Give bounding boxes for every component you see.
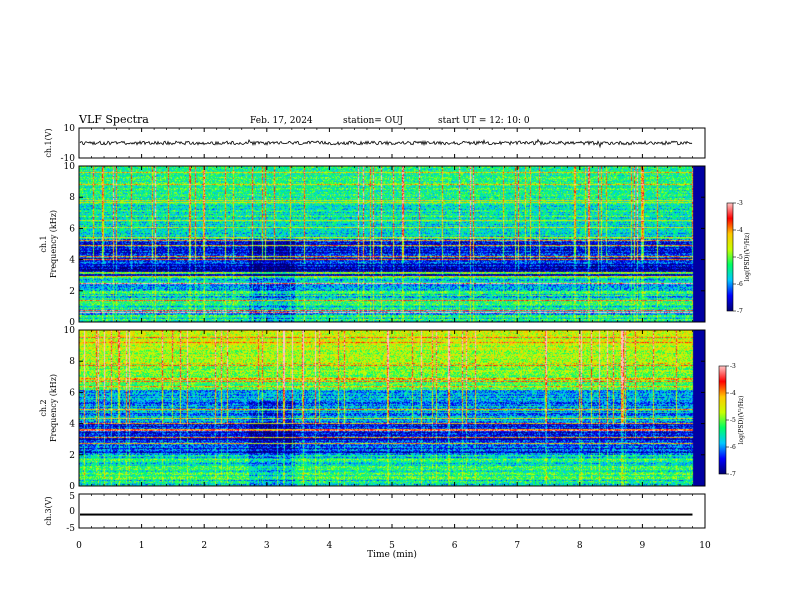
- ch1-ytick-top: 10: [64, 124, 76, 134]
- y-tick-label: 2: [69, 451, 75, 461]
- spectrogram-ch2-panel: 0 2 4 6 8 10 ch.2 Frequency (kHz): [39, 326, 706, 492]
- ch3-ytick-mid: 0: [69, 507, 75, 517]
- waveform-ch3-frame: [78, 493, 706, 529]
- ch3-ytick-top: 5: [69, 492, 75, 502]
- colorbar-tick-label: -6: [730, 444, 736, 451]
- waveform-ch3-panel: 5 0 -5 ch.3(V): [44, 492, 706, 534]
- x-tick-label: 6: [452, 541, 458, 551]
- y-tick-label: 6: [69, 388, 75, 398]
- x-tick-label: 1: [139, 541, 145, 551]
- y-tick-label: 8: [69, 193, 75, 203]
- x-tick-label: 8: [577, 541, 583, 551]
- colorbar-tick-label: -7: [737, 308, 743, 315]
- colorbar-tick-label: -4: [737, 227, 743, 234]
- spectrogram-ch2-image: [79, 330, 705, 486]
- colorbar-tick-label: -7: [730, 471, 736, 478]
- ch2-spectrogram-ylabel: Frequency (kHz): [49, 374, 58, 442]
- y-tick-label: 2: [69, 287, 75, 297]
- colorbar-tick-label: -5: [737, 254, 743, 261]
- x-tick-label: 4: [327, 541, 333, 551]
- start-time-label: start UT = 12: 10: 0: [438, 116, 530, 126]
- y-tick-label: 10: [64, 326, 76, 336]
- y-tick-label: 6: [69, 224, 75, 234]
- colorbar-tick-label: -3: [737, 200, 743, 207]
- ch1-spectrogram-channel-label: ch.1: [39, 235, 48, 252]
- colorbar-ch2-gradient: [719, 366, 726, 474]
- colorbar-tick-label: -6: [737, 281, 743, 288]
- ch3-waveform-ylabel: ch.3(V): [44, 496, 53, 525]
- y-tick-label: 0: [69, 482, 75, 492]
- y-tick-label: 4: [69, 420, 75, 430]
- waveform-ch3-trace: [80, 513, 693, 516]
- y-tick-label: 4: [69, 256, 75, 266]
- x-axis-label: Time (min): [367, 549, 417, 560]
- ch1-waveform-ylabel: ch.1(V): [44, 128, 53, 157]
- y-tick-label: 8: [69, 357, 75, 367]
- spectrogram-ch1-image: [79, 166, 705, 322]
- colorbar-tick-label: -3: [730, 363, 736, 370]
- x-tick-label: 7: [514, 541, 520, 551]
- colorbar-ch2-label: log(PSD)(V²/Hz): [738, 396, 745, 445]
- date-label: Feb. 17, 2024: [250, 116, 313, 126]
- spectrogram-ch1-panel: 0 2 4 6 8 10 ch.1 Frequency (kHz): [39, 162, 706, 328]
- ch1-ytick-bottom: -10: [61, 154, 76, 164]
- x-tick-label: 5: [389, 541, 395, 551]
- colorbar-ch1-label: log(PSD)(V²/Hz): [744, 233, 751, 282]
- station-label: station= OUJ: [343, 116, 403, 126]
- colorbar-ch2: -3 -4 -5 -6 -7 log(PSD)(V²/Hz): [718, 363, 745, 478]
- ch1-spectrogram-ylabel: Frequency (kHz): [49, 210, 58, 278]
- colorbar-tick-label: -5: [730, 417, 736, 424]
- colorbar-ch1-gradient: [727, 203, 733, 311]
- y-tick-label: 0: [69, 318, 75, 328]
- x-tick-label: 9: [640, 541, 646, 551]
- x-tick-label: 10: [699, 541, 711, 551]
- waveform-ch1-panel: 10 -10 ch.1(V): [44, 124, 706, 164]
- x-tick-label: 3: [264, 541, 270, 551]
- colorbar-ch1: -3 -4 -5 -6 -7 log(PSD)(V²/Hz): [726, 200, 751, 315]
- x-tick-label: 2: [201, 541, 207, 551]
- x-tick-label: 0: [76, 541, 82, 551]
- colorbar-tick-label: -4: [730, 390, 736, 397]
- figure-title: VLF Spectra: [78, 113, 149, 126]
- y-tick-label: 10: [64, 162, 76, 172]
- waveform-ch1-line: [79, 138, 693, 149]
- ch3-ytick-bottom: -5: [66, 524, 75, 534]
- ch2-spectrogram-channel-label: ch.2: [39, 399, 48, 416]
